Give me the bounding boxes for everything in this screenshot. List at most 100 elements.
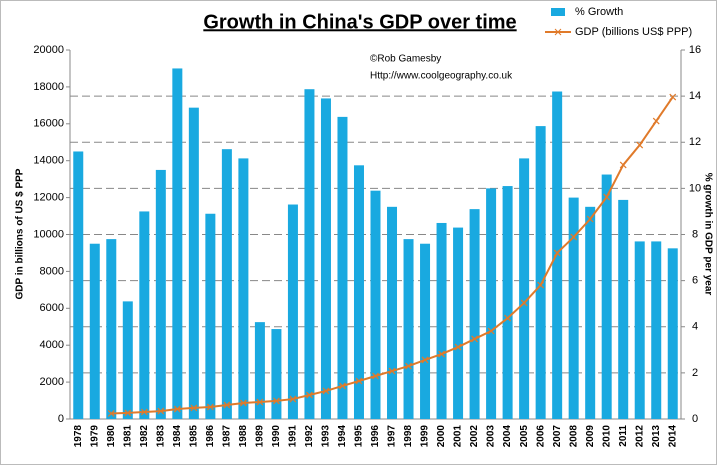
y-tick-label: 0 <box>58 413 64 425</box>
x-tick-label: 2003 <box>486 425 497 448</box>
bar <box>73 151 84 419</box>
line-marker <box>520 299 528 307</box>
x-tick-label: 1992 <box>304 425 315 448</box>
line-marker <box>537 281 545 289</box>
line-marker <box>438 350 445 358</box>
bar <box>552 91 563 419</box>
line-marker <box>223 401 231 409</box>
y2-tick-label: 16 <box>689 44 701 56</box>
legend-label: GDP (billions US$ PPP) <box>575 26 692 38</box>
x-tick-label: 1985 <box>188 425 199 448</box>
line-marker <box>553 249 561 257</box>
x-tick-label: 1981 <box>122 425 133 448</box>
bar <box>667 248 678 419</box>
x-tick-label: 1983 <box>155 425 166 448</box>
bar <box>387 206 398 419</box>
line-marker <box>206 403 214 411</box>
bar <box>188 107 199 419</box>
line-marker <box>289 395 297 403</box>
bar <box>651 241 662 419</box>
line-marker <box>272 397 280 405</box>
y-tick-label: 4000 <box>40 339 64 351</box>
x-tick-label: 1989 <box>255 425 266 448</box>
line-marker <box>388 367 396 375</box>
y2-tick-label: 2 <box>692 367 698 379</box>
x-tick-label: 2007 <box>552 425 563 448</box>
x-tick-label: 2009 <box>585 425 596 448</box>
bar <box>618 199 629 419</box>
x-tick-label: 1980 <box>106 425 117 448</box>
bar <box>634 241 645 419</box>
y-tick-label: 2000 <box>40 376 64 388</box>
line-marker <box>157 407 165 415</box>
y2-axis-label: % growth in GDP per year <box>702 173 713 296</box>
bar <box>139 211 150 419</box>
x-tick-label: 1994 <box>337 425 348 448</box>
legend-label: % Growth <box>575 6 623 18</box>
bar <box>155 169 166 419</box>
y-tick-label: 6000 <box>40 302 64 314</box>
x-tick-label: 1984 <box>172 425 183 448</box>
line-marker <box>124 409 132 417</box>
line-marker <box>471 335 479 343</box>
x-tick-label: 2012 <box>634 425 645 448</box>
bar <box>287 204 298 419</box>
bar <box>436 222 447 419</box>
x-tick-label: 2002 <box>469 425 480 448</box>
y2-tick-label: 14 <box>689 90 701 102</box>
bar <box>585 206 596 419</box>
line-marker <box>570 233 578 241</box>
bar <box>320 98 331 420</box>
y2-tick-label: 4 <box>692 321 698 333</box>
line-marker <box>504 314 512 322</box>
x-tick-label: 1993 <box>321 425 332 448</box>
bar <box>172 68 183 419</box>
bar <box>106 239 117 419</box>
line-marker <box>586 215 594 223</box>
line-marker <box>355 377 363 385</box>
x-tick-label: 1995 <box>354 425 365 448</box>
x-tick-label: 2000 <box>436 425 447 448</box>
x-tick-label: 2001 <box>453 425 464 448</box>
bar <box>403 239 414 419</box>
bar <box>502 186 513 419</box>
line-marker <box>669 93 677 101</box>
line-marker <box>487 327 495 335</box>
line-marker <box>405 362 412 370</box>
x-tick-label: 1988 <box>238 425 249 448</box>
x-tick-label: 2010 <box>601 425 612 448</box>
x-tick-label: 1987 <box>222 425 233 448</box>
bar <box>519 158 530 420</box>
x-tick-label: 1996 <box>370 425 381 448</box>
line-marker <box>603 193 611 201</box>
line-marker <box>173 405 181 413</box>
line-marker <box>256 398 264 406</box>
x-tick-label: 1998 <box>403 425 414 448</box>
line-marker <box>190 404 198 412</box>
x-tick-label: 1999 <box>420 425 431 448</box>
bar <box>601 174 612 419</box>
legend-swatch <box>554 28 562 36</box>
bar <box>271 329 282 419</box>
annotation: ©Rob Gamesby <box>370 54 441 65</box>
x-tick-label: 1997 <box>387 425 398 448</box>
y-tick-label: 16000 <box>33 118 64 130</box>
x-tick-label: 2008 <box>568 425 579 448</box>
bar <box>89 243 100 419</box>
bar <box>337 116 348 419</box>
y2-tick-label: 8 <box>692 228 698 240</box>
bar <box>205 213 216 419</box>
y2-tick-label: 10 <box>689 182 701 194</box>
bar <box>122 301 133 419</box>
y-tick-label: 12000 <box>33 192 64 204</box>
y-tick-label: 10000 <box>33 228 64 240</box>
x-tick-label: 1982 <box>139 425 150 448</box>
line-marker <box>339 382 346 390</box>
x-tick-label: 2006 <box>535 425 546 448</box>
bar <box>254 322 265 419</box>
line-marker <box>454 343 462 351</box>
x-tick-label: 1986 <box>205 425 216 448</box>
legend-swatch <box>551 8 565 16</box>
y2-tick-label: 6 <box>692 275 698 287</box>
